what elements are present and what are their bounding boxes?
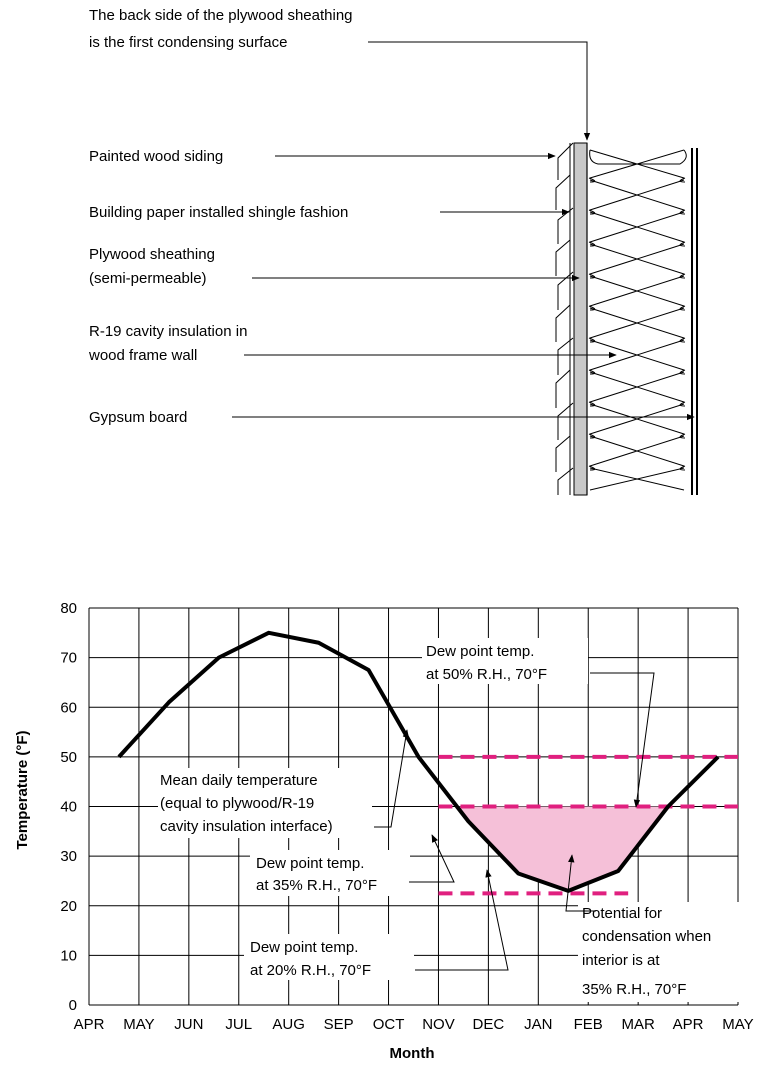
potential-label-4: 35% R.H., 70°F <box>582 981 686 998</box>
dew-point-lines <box>438 754 738 896</box>
label-sheathing-2: (semi-permeable) <box>89 270 207 287</box>
cavity-insulation <box>588 149 687 491</box>
x-tick-label: APR <box>74 1016 105 1033</box>
potential-label-1: Potential for <box>582 905 662 922</box>
x-tick-label: DEC <box>473 1016 505 1033</box>
label-sheathing-1: Plywood sheathing <box>89 246 215 263</box>
y-tick-label: 30 <box>60 848 77 865</box>
x-tick-label: MAY <box>123 1016 154 1033</box>
mean-label-2: (equal to plywood/R-19 <box>160 795 314 812</box>
y-tick-label: 80 <box>60 600 77 617</box>
dew50-label-1: Dew point temp. <box>426 643 534 660</box>
label-insulation-2: wood frame wall <box>88 347 197 364</box>
x-tick-label: FEB <box>574 1016 603 1033</box>
x-tick-label: JAN <box>524 1016 552 1033</box>
x-tick-label: AUG <box>272 1016 305 1033</box>
leader-dew50 <box>590 672 655 808</box>
y-tick-label: 70 <box>60 650 77 667</box>
leader-mean <box>374 729 409 828</box>
x-tick-label: APR <box>673 1016 704 1033</box>
x-tick-label: NOV <box>422 1016 455 1033</box>
mean-label-1: Mean daily temperature <box>160 772 318 789</box>
x-tick-label: OCT <box>373 1016 405 1033</box>
mean-label-bg <box>158 768 372 838</box>
x-tick-label: JUN <box>174 1016 203 1033</box>
mean-daily-temperature-line <box>117 630 720 893</box>
leader-potential <box>565 854 596 912</box>
dew20-label-2: at 20% R.H., 70°F <box>250 962 371 979</box>
plywood-sheathing <box>573 142 588 496</box>
dew35-label-1: Dew point temp. <box>256 855 364 872</box>
x-tick-label: MAY <box>722 1016 753 1033</box>
chart-annotations: Dew point temp. at 50% R.H., 70°F Mean d… <box>158 638 742 1002</box>
leader-dew35 <box>409 834 455 883</box>
dew20-label-1: Dew point temp. <box>250 939 358 956</box>
dew50-label-bg <box>422 638 588 684</box>
y-tick-label: 0 <box>69 997 77 1014</box>
dew20-label-bg <box>244 934 414 980</box>
potential-label-3: interior is at <box>582 952 660 969</box>
label-siding: Painted wood siding <box>89 148 223 165</box>
leader-condensing <box>368 41 591 141</box>
potential-label-bg <box>578 902 742 1002</box>
wood-siding <box>555 142 574 495</box>
x-tick-label: MAR <box>621 1016 655 1033</box>
y-tick-label: 60 <box>60 699 77 716</box>
x-tick-label: JUL <box>225 1016 252 1033</box>
x-tick-label: SEP <box>324 1016 354 1033</box>
y-tick-label: 20 <box>60 898 77 915</box>
leader-dew20 <box>415 869 509 971</box>
y-tick-label: 10 <box>60 947 77 964</box>
potential-label-2: condensation when <box>582 928 711 945</box>
wall-section-diagram: The back side of the plywood sheathing i… <box>88 7 698 496</box>
temperature-chart: 0 10 20 30 40 50 60 70 80 APR MAY JUN JUL AUG SEP OCT N… <box>14 600 754 1062</box>
dew50-label-2: at 50% R.H., 70°F <box>426 666 547 683</box>
y-tick-label: 40 <box>60 799 77 816</box>
dew35-label-bg <box>250 850 410 896</box>
condensation-region <box>456 806 669 891</box>
dew35-label-2: at 35% R.H., 70°F <box>256 877 377 894</box>
label-condensing-1: The back side of the plywood sheathing <box>89 7 353 24</box>
label-condensing-2: is the first condensing surface <box>89 34 287 51</box>
label-insulation-1: R-19 cavity insulation in <box>89 323 247 340</box>
x-axis-title: Month <box>390 1045 435 1062</box>
y-tick-label: 50 <box>60 749 77 766</box>
diagram-leaders <box>232 41 695 421</box>
label-gypsum: Gypsum board <box>89 409 187 426</box>
x-tick-labels: APR MAY JUN JUL AUG SEP OCT NOV DEC JAN FEB MAR APR M… <box>74 1016 754 1033</box>
mean-label-3: cavity insulation interface) <box>160 818 333 835</box>
y-tick-labels: 0 10 20 30 40 50 60 70 80 <box>60 600 77 1014</box>
y-axis-title: Temperature (°F) <box>14 730 31 849</box>
chart-leaders <box>374 672 655 971</box>
label-building-paper: Building paper installed shingle fashion <box>89 204 348 221</box>
